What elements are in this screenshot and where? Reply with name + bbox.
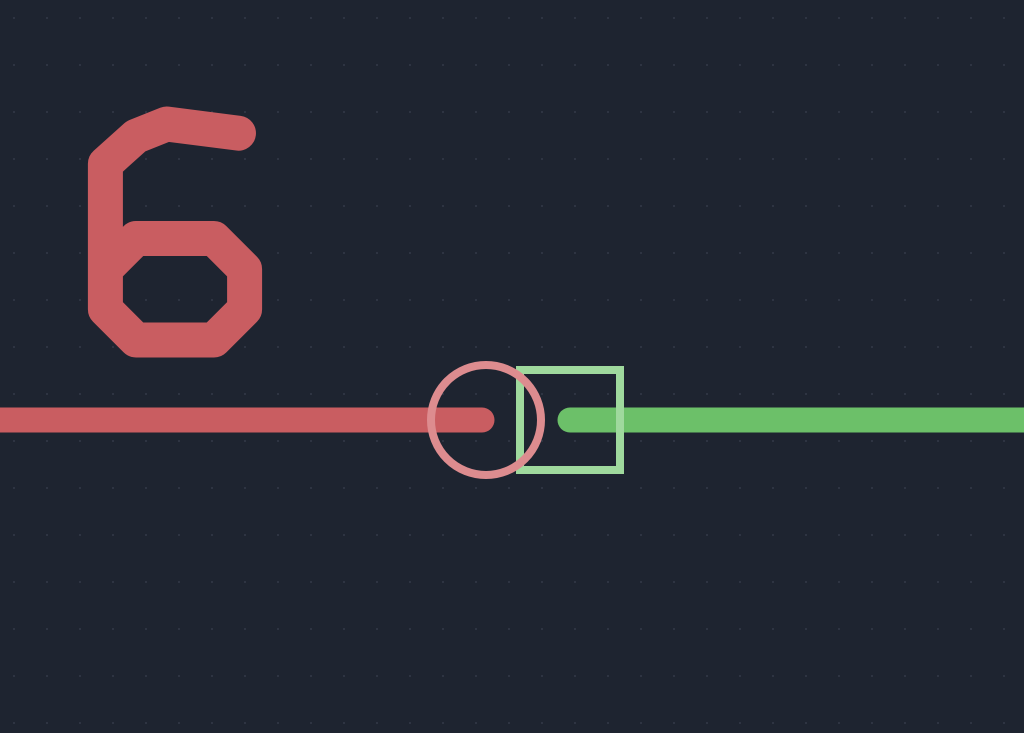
canvas-background — [0, 0, 1024, 733]
schematic-canvas[interactable] — [0, 0, 1024, 733]
